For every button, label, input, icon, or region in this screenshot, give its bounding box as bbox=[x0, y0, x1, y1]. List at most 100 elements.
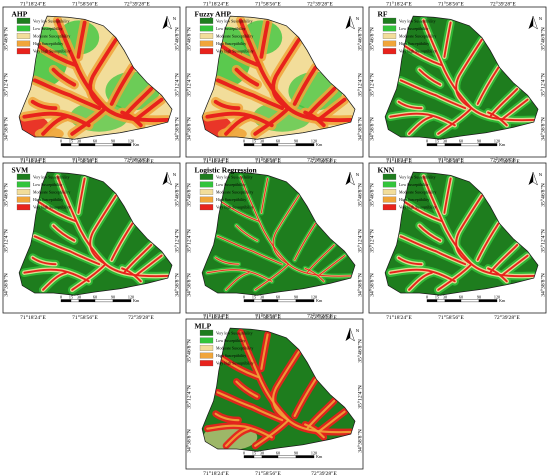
panel-title: RF bbox=[378, 10, 388, 19]
longitude-label: 72°39'28"E bbox=[490, 1, 516, 8]
north-arrow-icon: N bbox=[162, 15, 176, 30]
legend-swatch bbox=[199, 33, 214, 39]
scale-tick-label: 60 bbox=[459, 294, 463, 299]
scale-tick-label: 30 bbox=[260, 450, 264, 455]
longitude-label: 71°58'56"E bbox=[255, 1, 281, 8]
map-panel: 71°18'24"E 71°18'24"E 71°58'56"E 71°58'56"E… bbox=[369, 1, 547, 166]
latitude-label: 34°38'8"N bbox=[357, 429, 364, 453]
longitude-label: 71°18'24"E bbox=[203, 470, 229, 476]
legend-label: Very high Susceptibility bbox=[33, 206, 71, 210]
scale-unit: Km bbox=[316, 142, 323, 147]
panel-title: Logistic Regression bbox=[195, 166, 258, 175]
longitude-label: 71°18'24"E bbox=[20, 1, 46, 8]
latitude-label: 35°12'4"N bbox=[174, 229, 181, 253]
scale-tick-label: 90 bbox=[294, 450, 298, 455]
legend-swatch bbox=[16, 40, 31, 47]
scale-unit: Km bbox=[316, 454, 323, 459]
legend-swatch bbox=[199, 25, 214, 32]
longitude-label: 71°58'56"E bbox=[255, 470, 281, 476]
legend-swatch bbox=[199, 352, 214, 359]
scale-tick-label: 90 bbox=[477, 138, 481, 143]
legend-swatch bbox=[16, 48, 31, 55]
legend-label: Moderate Susceptibility bbox=[399, 191, 436, 195]
scale-tick-label: 120 bbox=[128, 294, 134, 299]
latitude-label: 34°38'8"N bbox=[174, 117, 181, 141]
latitude-label: 35°12'4"N bbox=[357, 385, 364, 409]
longitude-label: 72°39'28"E bbox=[307, 1, 333, 8]
legend-label: High Susceptibility bbox=[216, 42, 246, 46]
longitude-label: 71°58'56"E bbox=[72, 1, 98, 8]
legend: Very low Susceptibility Low Susceptibilit… bbox=[16, 173, 71, 211]
longitude-label: 71°58'56"E bbox=[438, 157, 464, 164]
longitude-label: 71°18'24"E bbox=[20, 158, 46, 165]
north-label: N bbox=[356, 16, 359, 21]
north-label: N bbox=[539, 16, 542, 21]
scale-tick-label: 30 bbox=[443, 294, 447, 299]
susceptibility-map bbox=[384, 171, 539, 296]
legend-label: Very high Susceptibility bbox=[399, 50, 437, 54]
legend-swatch bbox=[16, 181, 31, 188]
scale-tick-label: 15 bbox=[252, 450, 256, 455]
legend: Very low Susceptibility Low Susceptibilit… bbox=[382, 17, 437, 55]
legend-swatch bbox=[16, 25, 31, 32]
scale-tick-label: 120 bbox=[494, 138, 500, 143]
panel-title: SVM bbox=[12, 166, 29, 175]
longitude-label: 71°18'24"E bbox=[203, 1, 229, 8]
scale-tick-label: 60 bbox=[276, 450, 280, 455]
latitude-label: 35°12'4"N bbox=[186, 73, 193, 97]
legend-label: Very low Susceptibility bbox=[216, 331, 253, 335]
latitude-label: 35°46'8"N bbox=[3, 183, 10, 207]
north-label: N bbox=[173, 16, 176, 21]
legend-swatch bbox=[382, 25, 397, 32]
panel-title: KNN bbox=[378, 166, 395, 175]
scale-tick-label: 90 bbox=[294, 138, 298, 143]
legend-label: Very high Susceptibility bbox=[216, 50, 254, 54]
latitude-label: 34°38'8"N bbox=[357, 273, 364, 297]
scale-tick-label: 0 bbox=[60, 294, 62, 299]
longitude-label: 71°18'24"E bbox=[20, 314, 46, 321]
legend-label: Low Susceptibility bbox=[216, 183, 246, 187]
latitude-label: 35°46'8"N bbox=[540, 183, 547, 207]
scale-tick-label: 30 bbox=[443, 138, 447, 143]
legend-label: Low Susceptibility bbox=[216, 339, 246, 343]
map-panel: 71°18'24"E 71°18'24"E 71°58'56"E 71°58'56"E… bbox=[186, 313, 364, 476]
latitude-label: 35°12'4"N bbox=[369, 73, 376, 97]
legend-swatch bbox=[382, 17, 397, 24]
scale-tick-label: 120 bbox=[311, 450, 317, 455]
latitude-label: 34°38'8"N bbox=[186, 429, 193, 453]
susceptibility-map bbox=[18, 15, 173, 140]
latitude-label: 35°12'4"N bbox=[369, 229, 376, 253]
scale-tick-label: 0 bbox=[243, 294, 245, 299]
scale-tick-label: 0 bbox=[426, 138, 428, 143]
legend-swatch bbox=[16, 173, 31, 180]
latitude-label: 34°38'8"N bbox=[186, 273, 193, 297]
north-label: N bbox=[356, 172, 359, 177]
panel-title: MLP bbox=[195, 322, 212, 331]
legend-label: Low Susceptibility bbox=[399, 183, 429, 187]
legend-swatch bbox=[199, 204, 214, 211]
scale-tick-label: 15 bbox=[252, 138, 256, 143]
longitude-label: 71°58'56"E bbox=[255, 158, 281, 165]
scale-tick-label: 0 bbox=[60, 138, 62, 143]
longitude-label: 71°58'56"E bbox=[438, 314, 464, 321]
scale-tick-label: 60 bbox=[93, 294, 97, 299]
latitude-label: 35°46'8"N bbox=[174, 183, 181, 207]
scale-tick-label: 60 bbox=[93, 138, 97, 143]
longitude-label: 71°18'24"E bbox=[386, 157, 412, 164]
latitude-label: 34°38'8"N bbox=[186, 117, 193, 141]
latitude-label: 34°38'8"N bbox=[3, 117, 10, 141]
longitude-label: 71°18'24"E bbox=[386, 158, 412, 165]
legend-swatch bbox=[199, 40, 214, 47]
legend-label: High Susceptibility bbox=[216, 354, 246, 358]
scale-tick-label: 0 bbox=[243, 450, 245, 455]
scale-unit: Km bbox=[499, 298, 506, 303]
scale-tick-label: 30 bbox=[260, 138, 264, 143]
legend-swatch bbox=[199, 329, 214, 336]
latitude-label: 34°38'8"N bbox=[540, 273, 547, 297]
latitude-label: 34°38'8"N bbox=[357, 117, 364, 141]
longitude-label: 71°18'24"E bbox=[203, 314, 229, 321]
